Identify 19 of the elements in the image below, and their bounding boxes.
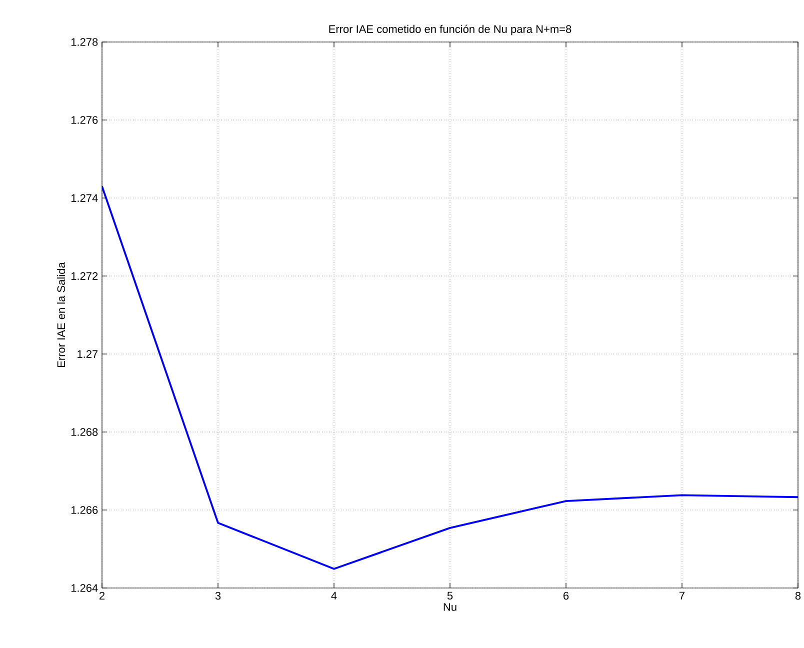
y-tick-label: 1.268 (71, 428, 98, 436)
chart-title: Error IAE cometido en función de Nu para N+m=8 (329, 24, 572, 36)
y-tick-label: 1.272 (71, 272, 98, 280)
y-tick-label: 1.266 (71, 506, 98, 514)
x-axis-title: Nu (444, 603, 456, 611)
x-tick-label: 8 (795, 592, 801, 600)
y-tick-label: 1.27 (78, 350, 98, 358)
y-tick-label: 1.278 (71, 38, 98, 46)
y-tick-label: 1.274 (71, 194, 98, 202)
x-tick-label: 3 (215, 592, 221, 600)
x-tick-label: 2 (99, 592, 105, 600)
x-tick-label: 5 (447, 592, 453, 600)
y-axis-title: Error IAE en la Salida (57, 262, 66, 367)
x-tick-label: 7 (680, 592, 685, 600)
y-tick-label: 1.276 (71, 116, 98, 124)
line-series (102, 185, 798, 570)
x-tick-label: 6 (564, 592, 569, 600)
y-tick-label: 1.264 (71, 584, 98, 592)
x-tick-label: 4 (331, 592, 337, 600)
